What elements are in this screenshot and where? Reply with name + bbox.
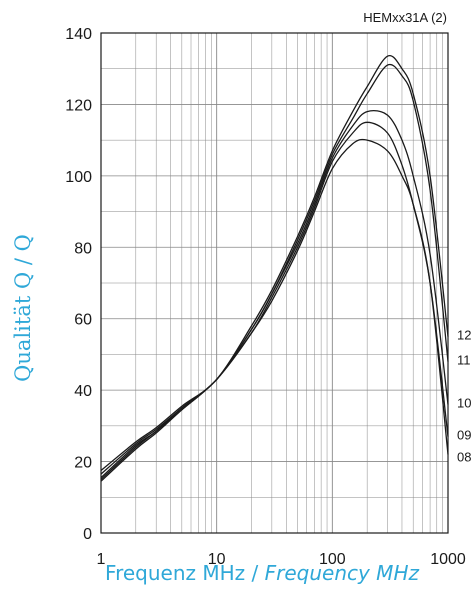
y-tick-label: 120 [65, 97, 92, 114]
chart-curves [100, 54, 449, 482]
y-axis-label: Qualität Q / Q [11, 234, 35, 382]
chart-grid [101, 33, 448, 533]
y-tick-label: 140 [65, 26, 92, 43]
x-axis-label-en: Frequency MHz [265, 561, 420, 585]
series-label-09: 09 [457, 428, 471, 443]
series-labels: 12 11 10 09 08 [457, 328, 471, 465]
y-tick-label: 60 [74, 312, 92, 329]
series-label-12: 12 [457, 328, 471, 343]
curve-12 [100, 54, 449, 472]
y-tick-label: 80 [74, 240, 92, 257]
y-tick-label: 20 [74, 455, 92, 472]
y-tick-label: 40 [74, 383, 92, 400]
x-tick-label: 1 [97, 551, 106, 568]
series-label-08: 08 [457, 450, 471, 465]
y-tick-label: 100 [65, 169, 92, 186]
series-label-10: 10 [457, 395, 471, 410]
plot-frame [100, 32, 449, 534]
x-tick-label: 100 [319, 551, 346, 568]
chart-code: HEMxx31A (2) [363, 10, 447, 25]
x-axis-label: Frequenz MHz / Frequency MHz [105, 561, 419, 585]
x-tick-label: 1000 [430, 551, 466, 568]
x-tick-label: 10 [208, 551, 226, 568]
tick-labels: 1 10 100 1000 0 20 40 60 80 100 120 140 [65, 26, 466, 568]
y-tick-label: 0 [83, 526, 92, 543]
x-axis-label-de: Frequenz MHz / [105, 561, 265, 585]
curve-10 [100, 110, 449, 479]
series-label-11: 11 [457, 353, 471, 368]
curve-08 [100, 138, 449, 482]
